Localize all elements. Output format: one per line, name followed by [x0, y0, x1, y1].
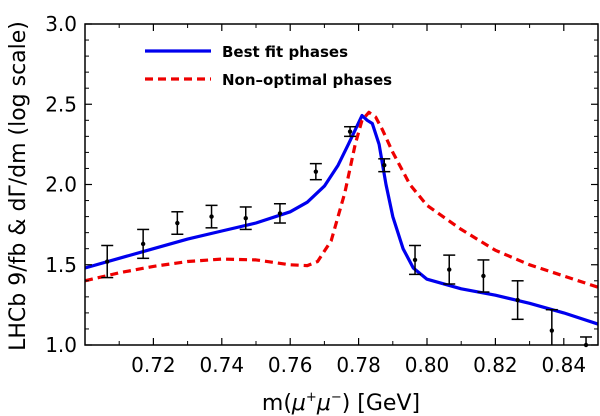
data-point — [101, 244, 114, 279]
x-tick-label: 0.74 — [200, 353, 245, 377]
x-axis-title-plus-sign: + — [306, 390, 317, 405]
data-point — [545, 308, 558, 345]
data-marker — [515, 297, 520, 303]
data-marker — [447, 267, 452, 272]
data-point — [443, 254, 456, 285]
data-point — [205, 204, 218, 229]
x-tick-label: 0.72 — [131, 353, 176, 377]
x-tick-label: 0.78 — [336, 353, 381, 377]
data-point — [273, 203, 286, 224]
x-axis-title: m(μ+μ−) [GeV] — [262, 390, 420, 416]
x-axis-title-close: ) — [342, 391, 351, 416]
x-axis-title-minus-sign: − — [331, 390, 342, 405]
data-marker — [277, 211, 283, 216]
x-tick-label: 0.84 — [542, 353, 587, 377]
data-marker — [549, 328, 555, 333]
series-line-non-optimal — [85, 110, 598, 289]
y-tick-label: 1.5 — [45, 253, 77, 277]
data-marker — [140, 241, 146, 247]
x-tick-label: 0.80 — [405, 353, 450, 377]
data-point — [171, 211, 184, 236]
data-point — [239, 206, 252, 231]
legend-label-non-optimal: Non–optimal phases — [222, 71, 392, 89]
data-point — [378, 158, 391, 173]
data-point — [137, 228, 150, 260]
data-marker — [105, 259, 110, 264]
data-marker — [209, 214, 214, 219]
data-point — [477, 259, 490, 293]
x-axis-title-mu-minus: μ — [316, 391, 331, 416]
data-point — [309, 162, 322, 181]
series-line-best-fit — [85, 113, 598, 326]
data-marker — [243, 216, 248, 221]
x-axis-title-unit: [GeV] — [350, 391, 420, 416]
data-marker — [412, 257, 418, 263]
data-point — [409, 244, 422, 276]
x-axis-title-mu-plus: μ — [291, 391, 306, 416]
data-marker — [175, 220, 180, 226]
y-tick-label: 2.5 — [45, 92, 77, 116]
legend-label-best-fit: Best fit phases — [222, 43, 348, 61]
x-tick-label: 0.76 — [268, 353, 313, 377]
data-marker — [481, 273, 486, 279]
x-tick-label: 0.82 — [473, 353, 518, 377]
data-marker — [313, 169, 319, 174]
y-axis-title: LHCb 9/fb & dΓ/dm (log scale) — [6, 21, 31, 351]
y-tick-label: 3.0 — [45, 12, 77, 36]
data-point — [344, 125, 357, 138]
data-marker — [382, 163, 387, 168]
y-tick-label: 1.0 — [45, 333, 77, 357]
data-point — [511, 280, 524, 321]
x-axis-title-base: m( — [262, 391, 292, 416]
data-marker — [347, 129, 353, 134]
y-tick-label: 2.0 — [45, 173, 77, 197]
